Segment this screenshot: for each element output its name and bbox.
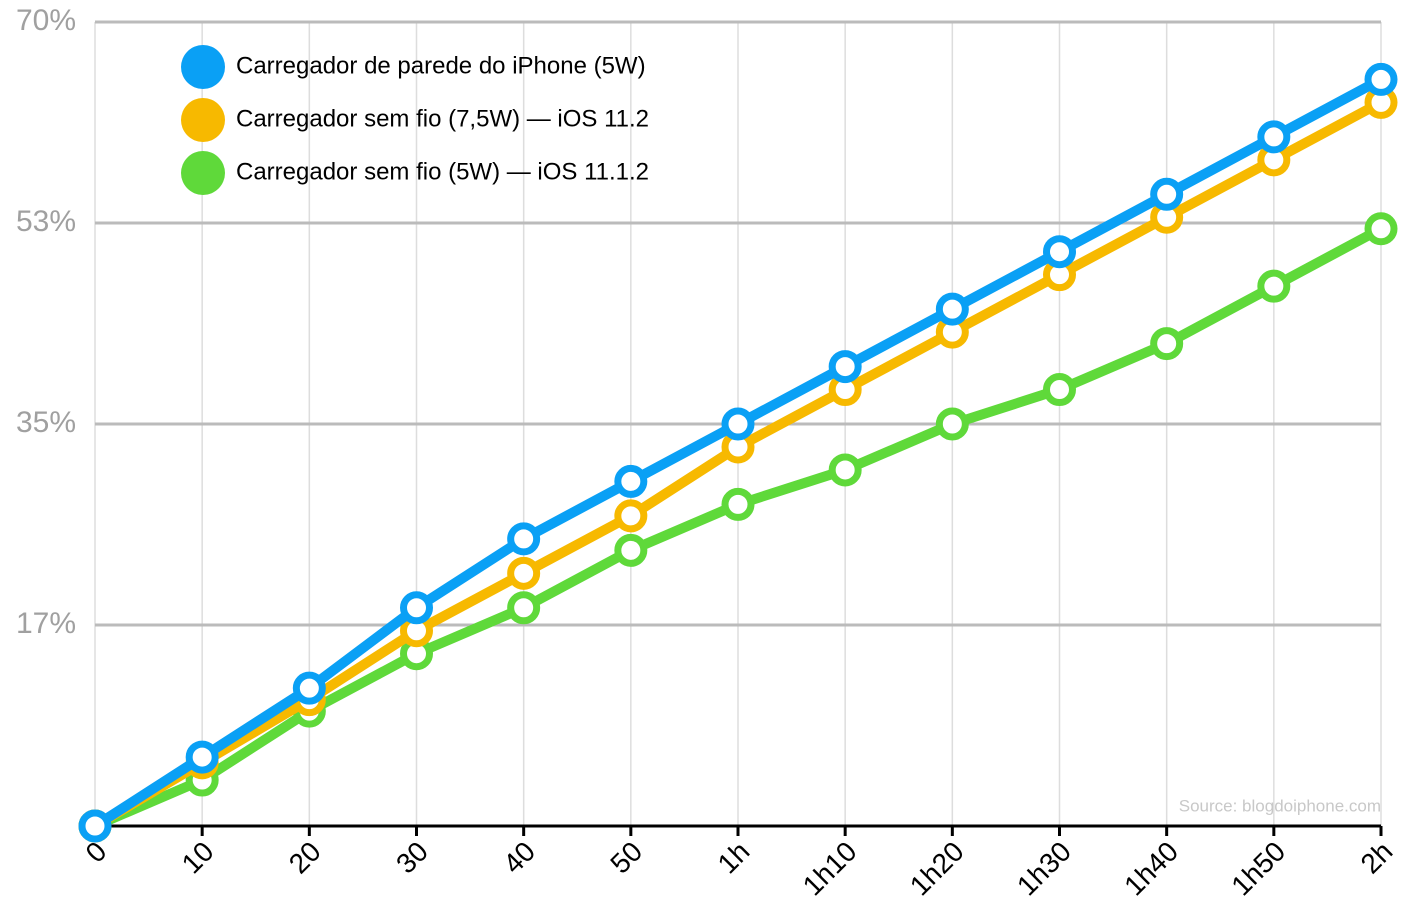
x-tick-label: 40 [497,836,541,880]
x-tick-label: 1h20 [904,836,970,902]
data-point [1364,212,1398,246]
y-tick-label: 17% [16,607,76,640]
data-point [292,671,326,705]
legend-label: Carregador sem fio (7,5W) — iOS 11.2 [236,105,649,132]
legend-label: Carregador de parede do iPhone (5W) [236,52,646,79]
x-tick-label: 1h40 [1118,836,1184,902]
data-point [1043,235,1076,269]
x-tick-label: 30 [390,836,434,880]
y-tick-label: 35% [16,406,76,439]
data-point [1150,177,1184,211]
x-tick-label: 1h [712,836,756,880]
data-point [1257,269,1291,303]
x-tick-label: 10 [176,836,220,880]
data-point [507,522,541,556]
y-tick-label: 53% [16,205,76,238]
data-point [1150,327,1184,361]
data-point [721,487,755,521]
legend-label: Carregador sem fio (5W) — iOS 11.1.2 [236,158,649,185]
x-tick-label: 1h10 [797,836,863,902]
data-point [78,809,112,843]
x-tick-label: 1h50 [1225,836,1291,902]
source: Source: blogdoiphone.com [1179,796,1381,815]
data-point [507,591,541,625]
data-point [1364,62,1398,96]
data-point [400,591,433,625]
data-point [935,292,969,326]
x-tick-label: 2h [1355,836,1399,880]
data-point [507,556,541,590]
x-tick-label: 20 [283,836,327,880]
legend-marker [181,151,225,195]
data-point [935,407,969,441]
data-point [614,533,648,567]
legend-marker [181,98,225,142]
data-point [721,407,755,441]
y-tick-label: 70% [16,4,76,37]
x-tick-label: 50 [604,836,648,880]
legend-marker [181,45,225,89]
data-point [614,499,648,533]
data-point [614,464,648,498]
data-point [1043,373,1076,407]
data-point [828,453,862,487]
data-point [1257,120,1291,154]
data-point [828,350,862,384]
data-point [185,740,219,774]
x-tick-label: 1h30 [1011,836,1077,902]
